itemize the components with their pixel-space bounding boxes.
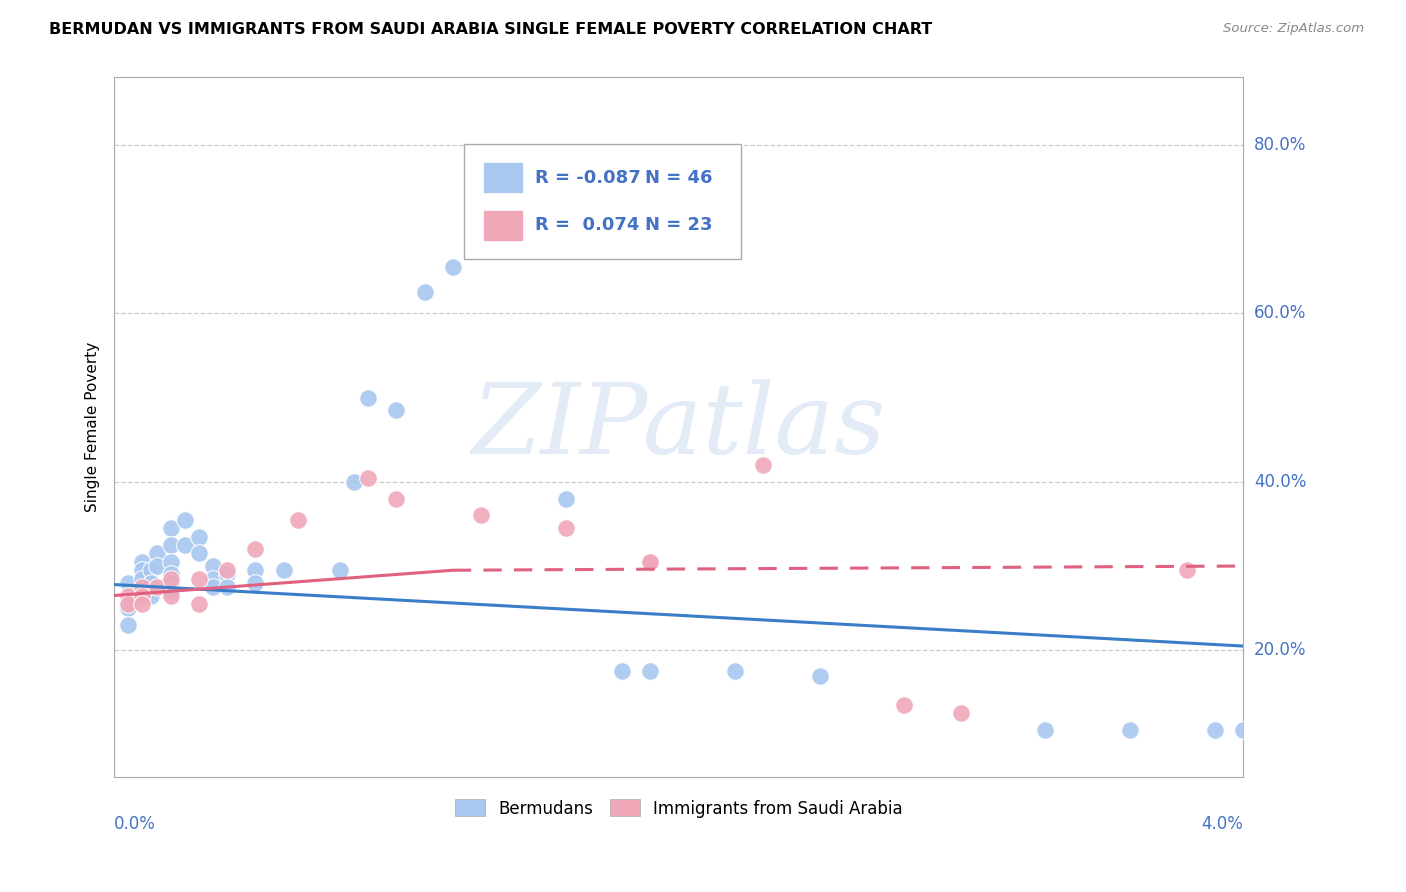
Point bbox=[273, 563, 295, 577]
Point bbox=[131, 563, 153, 577]
Point bbox=[385, 491, 408, 506]
Point bbox=[217, 567, 239, 582]
Point bbox=[201, 559, 224, 574]
Point bbox=[245, 575, 267, 590]
Text: ZIPatlas: ZIPatlas bbox=[471, 379, 886, 475]
Text: 60.0%: 60.0% bbox=[1254, 304, 1306, 322]
Point bbox=[145, 559, 167, 574]
Point bbox=[159, 572, 181, 586]
Point bbox=[201, 572, 224, 586]
Point bbox=[131, 580, 153, 594]
Point bbox=[554, 521, 576, 535]
Text: 4.0%: 4.0% bbox=[1201, 815, 1243, 833]
Point bbox=[752, 458, 775, 472]
Point bbox=[159, 521, 181, 535]
Point bbox=[117, 601, 139, 615]
Text: BERMUDAN VS IMMIGRANTS FROM SAUDI ARABIA SINGLE FEMALE POVERTY CORRELATION CHART: BERMUDAN VS IMMIGRANTS FROM SAUDI ARABIA… bbox=[49, 22, 932, 37]
Point bbox=[159, 538, 181, 552]
Point bbox=[385, 403, 408, 417]
Point bbox=[245, 563, 267, 577]
Point bbox=[413, 285, 436, 300]
Point bbox=[217, 580, 239, 594]
Text: N = 46: N = 46 bbox=[645, 169, 713, 186]
Legend: Bermudans, Immigrants from Saudi Arabia: Bermudans, Immigrants from Saudi Arabia bbox=[449, 793, 910, 824]
Point bbox=[187, 546, 209, 560]
Point bbox=[1204, 723, 1226, 738]
Point bbox=[159, 567, 181, 582]
Point bbox=[173, 513, 195, 527]
Text: N = 23: N = 23 bbox=[645, 217, 713, 235]
Point bbox=[187, 530, 209, 544]
Text: R = -0.087: R = -0.087 bbox=[536, 169, 641, 186]
Text: Source: ZipAtlas.com: Source: ZipAtlas.com bbox=[1223, 22, 1364, 36]
Point bbox=[640, 665, 662, 679]
Point bbox=[554, 491, 576, 506]
FancyBboxPatch shape bbox=[484, 210, 523, 241]
Point bbox=[1232, 723, 1254, 738]
Point bbox=[343, 475, 366, 489]
Point bbox=[724, 665, 747, 679]
Point bbox=[287, 513, 309, 527]
Point bbox=[949, 706, 972, 721]
Text: R =  0.074: R = 0.074 bbox=[536, 217, 640, 235]
Point bbox=[131, 589, 153, 603]
Point bbox=[357, 470, 380, 484]
Point bbox=[117, 575, 139, 590]
Point bbox=[117, 597, 139, 611]
Y-axis label: Single Female Poverty: Single Female Poverty bbox=[86, 342, 100, 512]
Point bbox=[612, 665, 634, 679]
Point bbox=[159, 575, 181, 590]
FancyBboxPatch shape bbox=[484, 162, 523, 193]
Point bbox=[217, 563, 239, 577]
Point bbox=[1175, 563, 1198, 577]
Point bbox=[131, 555, 153, 569]
Point bbox=[1035, 723, 1057, 738]
Point bbox=[187, 572, 209, 586]
Point bbox=[441, 260, 464, 274]
Point bbox=[173, 538, 195, 552]
Point bbox=[329, 563, 352, 577]
Point bbox=[245, 542, 267, 557]
Point bbox=[117, 589, 139, 603]
Point bbox=[159, 589, 181, 603]
Point bbox=[201, 580, 224, 594]
Point bbox=[470, 508, 492, 523]
Point bbox=[357, 391, 380, 405]
Point bbox=[159, 584, 181, 599]
Point bbox=[187, 597, 209, 611]
Point bbox=[808, 668, 831, 682]
Point bbox=[640, 555, 662, 569]
Point bbox=[893, 698, 915, 712]
Point bbox=[159, 555, 181, 569]
Point bbox=[139, 575, 162, 590]
FancyBboxPatch shape bbox=[464, 144, 741, 260]
Point bbox=[139, 563, 162, 577]
Point bbox=[131, 572, 153, 586]
Text: 20.0%: 20.0% bbox=[1254, 641, 1306, 659]
Text: 80.0%: 80.0% bbox=[1254, 136, 1306, 153]
Point bbox=[139, 589, 162, 603]
Point bbox=[117, 592, 139, 607]
Text: 0.0%: 0.0% bbox=[114, 815, 156, 833]
Point bbox=[145, 546, 167, 560]
Point bbox=[145, 580, 167, 594]
Point bbox=[131, 597, 153, 611]
Point bbox=[117, 618, 139, 632]
Point bbox=[139, 584, 162, 599]
Point bbox=[640, 555, 662, 569]
Point bbox=[1119, 723, 1142, 738]
Text: 40.0%: 40.0% bbox=[1254, 473, 1306, 491]
